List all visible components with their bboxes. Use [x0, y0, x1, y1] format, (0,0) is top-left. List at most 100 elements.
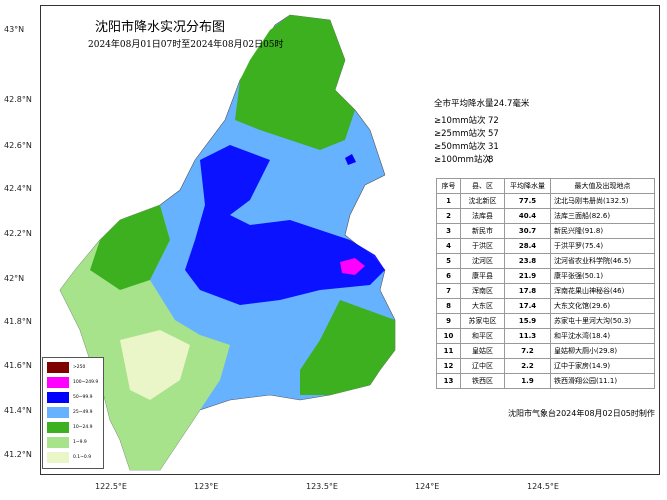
rainfall-summary: 全市平均降水量24.7毫米 ≥10mm站次 72 ≥25mm站次 57 ≥50mm站… [434, 98, 529, 167]
table-cell: 2 [436, 208, 461, 224]
col-header: 最大值及出现地点 [550, 178, 655, 194]
col-header: 序号 [436, 178, 461, 194]
lon-tick-label: 124.5°E [527, 482, 559, 491]
table-cell: 9 [436, 313, 461, 329]
count-label: ≥10mm站次 [434, 116, 486, 126]
table-cell: 沈北新区 [460, 193, 505, 209]
table-cell: 17.4 [504, 298, 551, 314]
table-cell: 13 [436, 373, 461, 389]
table-cell: 皇姑区 [460, 343, 505, 359]
lat-tick-label: 41.6°N [4, 361, 32, 370]
count-value: 31 [488, 142, 499, 152]
table-cell: 浑南区 [460, 283, 505, 299]
table-cell: 大东文化馆(29.6) [550, 298, 655, 314]
table-cell: 23.8 [504, 253, 551, 269]
table-cell: 7 [436, 283, 461, 299]
table-cell: 4 [436, 238, 461, 254]
lat-tick-label: 42.8°N [4, 95, 32, 104]
table-cell: 40.4 [504, 208, 551, 224]
count-value: 72 [488, 116, 499, 126]
table-cell: 沈河省农业科学院(46.5) [550, 253, 655, 269]
region-100-249 [340, 258, 365, 275]
lon-tick-label: 122.5°E [95, 482, 127, 491]
region-50-99 [185, 145, 385, 305]
table-cell: 15.9 [504, 313, 551, 329]
table-cell: 30.7 [504, 223, 551, 239]
lat-tick-label: 43°N [4, 25, 25, 34]
lat-tick-label: 41.2°N [4, 450, 32, 459]
lat-tick-label: 42.6°N [4, 141, 32, 150]
table-cell: 辽中于家房(14.9) [550, 358, 655, 374]
count-row: ≥10mm站次 72 [434, 115, 529, 128]
lat-tick-label: 42.4°N [4, 184, 32, 193]
credit-line: 沈阳市气象台2024年08月02日05时制作 [508, 409, 655, 418]
table-row: 12 辽中区 2.2 辽中于家房(14.9) [436, 358, 655, 374]
region-50-99-ne [345, 154, 356, 165]
lat-tick-label: 41.4°N [4, 406, 32, 415]
count-row: ≥100mm站次8 [434, 154, 529, 167]
region-10-24-east [300, 300, 395, 395]
legend-label: 100~249.9 [73, 380, 99, 385]
lat-tick-label: 42.2°N [4, 229, 32, 238]
col-header: 平均降水量 [504, 178, 551, 194]
region-10-24-north [235, 15, 355, 150]
legend-label: 10~24.9 [73, 425, 93, 430]
table-row: 2 法库县 40.4 法库三面船(82.6) [436, 208, 655, 224]
table-row: 4 于洪区 28.4 于洪平罗(75.4) [436, 238, 655, 254]
table-cell: 沈河区 [460, 253, 505, 269]
legend-swatch [47, 452, 69, 463]
count-value: 57 [488, 129, 499, 139]
legend-label: 1~9.9 [73, 440, 87, 445]
legend: >250 100~249.9 50~99.9 25~49.9 10~24.9 1~9.9 0… [42, 357, 104, 469]
legend-label: 50~99.9 [73, 395, 93, 400]
lat-tick-label: 41.8°N [4, 317, 32, 326]
region-0-1 [120, 330, 190, 400]
count-label: ≥100mm站次 [434, 155, 491, 165]
lon-tick-label: 124°E [415, 482, 440, 491]
table-cell: 铁西区 [460, 373, 505, 389]
table-cell: 康平张强(50.1) [550, 268, 655, 284]
district-rainfall-table: 序号 县、区 平均降水量 最大值及出现地点 1 沈北新区 77.5 沈北马刚韦册尚(1… [436, 178, 655, 389]
table-cell: 2.2 [504, 358, 551, 374]
table-cell: 沈北马刚韦册尚(132.5) [550, 193, 655, 209]
table-cell: 康平县 [460, 268, 505, 284]
table-row: 1 沈北新区 77.5 沈北马刚韦册尚(132.5) [436, 193, 655, 209]
map-frame [40, 5, 660, 475]
legend-swatch [47, 437, 69, 448]
lat-tick-label: 42°N [4, 274, 25, 283]
table-cell: 苏家屯十里河大沟(50.3) [550, 313, 655, 329]
average-rainfall: 全市平均降水量24.7毫米 [434, 99, 530, 109]
table-cell: 11 [436, 343, 461, 359]
table-row: 10 和平区 11.3 和平沈水湾(18.4) [436, 328, 655, 344]
table-cell: 大东区 [460, 298, 505, 314]
legend-swatch [47, 392, 69, 403]
table-cell: 新民兴隆(91.8) [550, 223, 655, 239]
table-row: 8 大东区 17.4 大东文化馆(29.6) [436, 298, 655, 314]
table-cell: 77.5 [504, 193, 551, 209]
col-header: 县、区 [460, 178, 505, 194]
table-cell: 12 [436, 358, 461, 374]
count-label: ≥50mm站次 [434, 142, 486, 152]
table-cell: 于洪平罗(75.4) [550, 238, 655, 254]
table-cell: 法库三面船(82.6) [550, 208, 655, 224]
legend-swatch [47, 407, 69, 418]
region-10-24-west [90, 205, 170, 290]
table-cell: 7.2 [504, 343, 551, 359]
table-cell: 28.4 [504, 238, 551, 254]
legend-label: 0.1~0.9 [73, 455, 92, 460]
count-row: ≥25mm站次 57 [434, 128, 529, 141]
table-cell: 于洪区 [460, 238, 505, 254]
legend-swatch [47, 362, 69, 373]
table-cell: 8 [436, 298, 461, 314]
table-cell: 皇姑柳大厕小(29.8) [550, 343, 655, 359]
legend-swatch [47, 377, 69, 388]
table-cell: 法库县 [460, 208, 505, 224]
map-subtitle: 2024年08月01日07时至2024年08月02日05时 [88, 40, 284, 50]
table-row: 5 沈河区 23.8 沈河省农业科学院(46.5) [436, 253, 655, 269]
table-cell: 新民市 [460, 223, 505, 239]
table-cell: 浑南花果山神秘谷(46) [550, 283, 655, 299]
table-cell: 17.8 [504, 283, 551, 299]
table-row: 9 苏家屯区 15.9 苏家屯十里河大沟(50.3) [436, 313, 655, 329]
table-row: 11 皇姑区 7.2 皇姑柳大厕小(29.8) [436, 343, 655, 359]
